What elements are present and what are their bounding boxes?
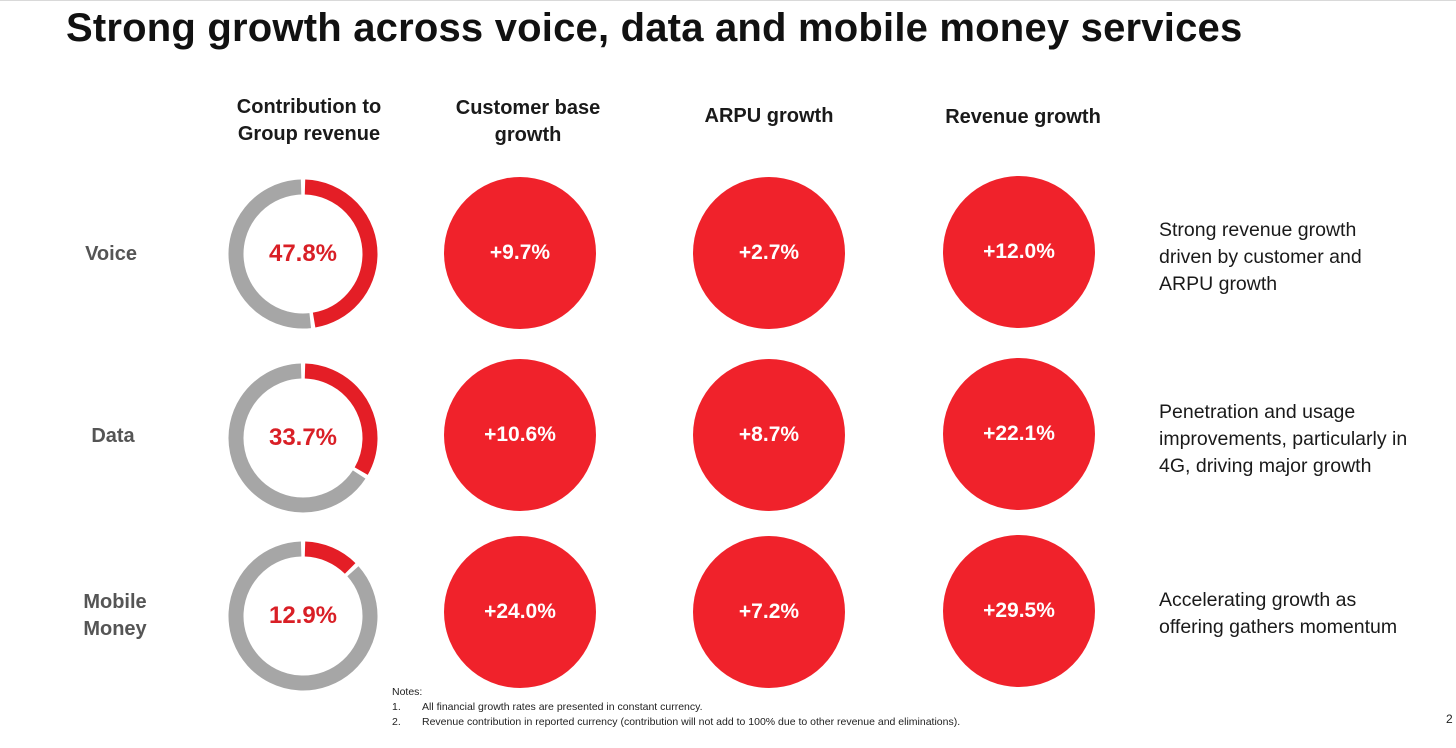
header-revenue: Revenue growth (945, 106, 1101, 128)
description-voice: Strong revenue growth driven by customer… (1159, 217, 1449, 298)
customer-base-growth-mobile-money: +24.0% (444, 536, 596, 688)
description-mobile-money-line-2: offering gathers momentum (1159, 616, 1398, 638)
customer-base-growth-data: +10.6% (444, 359, 596, 511)
description-voice-line-2: driven by customer and (1159, 246, 1362, 268)
row-label-voice-line-1: Voice (85, 243, 137, 265)
arpu-growth-voice: +2.7% (693, 177, 845, 329)
description-mobile-money: Accelerating growth as offering gathers … (1159, 587, 1449, 641)
page-title: Strong growth across voice, data and mob… (66, 6, 1243, 50)
description-data: Penetration and usage improvements, part… (1159, 399, 1449, 480)
note-number: 1. (392, 701, 401, 713)
revenue-growth-mobile-money: +29.5% (943, 535, 1095, 687)
row-label-data: Data (53, 423, 173, 450)
customer-base-growth-voice: +9.7% (444, 177, 596, 329)
contribution-value: 47.8% (268, 240, 338, 267)
row-label-mobile-money-line-2: Money (83, 618, 147, 640)
page-number: 2 (1446, 712, 1453, 726)
header-customer-base-line-1: Customer base (455, 97, 601, 119)
donut-chart (228, 363, 378, 513)
header-arpu: ARPU growth (704, 105, 834, 127)
contribution-value: 12.9% (268, 602, 338, 629)
note-item: 1. All financial growth rates are presen… (392, 700, 960, 715)
donut-chart (228, 541, 378, 691)
description-voice-line-3: ARPU growth (1159, 273, 1278, 295)
arpu-growth-data: +8.7% (693, 359, 845, 511)
contribution-donut-mobile-money: 12.9% (225, 538, 381, 694)
header-contribution-line-1: Contribution to (236, 96, 382, 118)
contribution-donut-voice: 47.8% (225, 176, 381, 332)
description-data-line-3: 4G, driving major growth (1159, 455, 1372, 477)
description-data-line-1: Penetration and usage (1159, 401, 1356, 423)
top-divider (0, 0, 1456, 1)
contribution-value: 33.7% (268, 424, 338, 451)
note-item: 2. Revenue contribution in reported curr… (392, 715, 960, 730)
footnotes: Notes: 1. All financial growth rates are… (392, 685, 960, 730)
revenue-growth-voice: +12.0% (943, 176, 1095, 328)
contribution-donut-data: 33.7% (225, 360, 381, 516)
note-text: Revenue contribution in reported currenc… (422, 716, 961, 728)
donut-chart (228, 179, 378, 329)
header-customer-base: Customer base growth (428, 95, 628, 149)
row-label-data-line-1: Data (91, 425, 135, 447)
description-data-line-2: improvements, particularly in (1159, 428, 1408, 450)
arpu-growth-mobile-money: +7.2% (693, 536, 845, 688)
notes-heading: Notes: (392, 686, 423, 698)
header-customer-base-line-2: growth (494, 124, 562, 146)
note-number: 2. (392, 716, 401, 728)
row-label-voice: Voice (51, 241, 171, 268)
header-contribution-line-2: Group revenue (237, 123, 381, 145)
description-voice-line-1: Strong revenue growth (1159, 219, 1357, 241)
row-label-mobile-money-line-1: Mobile (83, 591, 147, 613)
revenue-growth-data: +22.1% (943, 358, 1095, 510)
row-label-mobile-money: Mobile Money (55, 589, 175, 643)
header-contribution: Contribution to Group revenue (209, 94, 409, 148)
description-mobile-money-line-1: Accelerating growth as (1159, 589, 1357, 611)
note-text: All financial growth rates are presented… (422, 701, 703, 713)
